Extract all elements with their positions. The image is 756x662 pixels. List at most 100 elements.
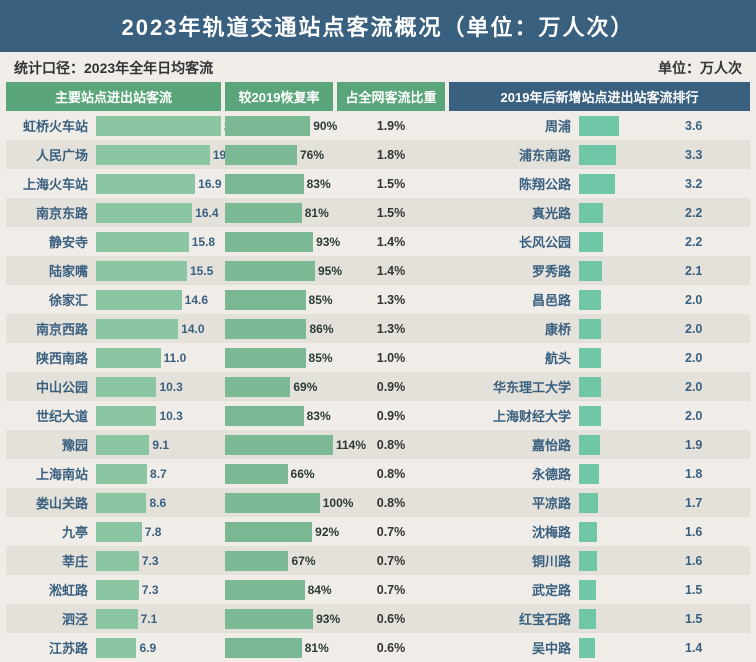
new-station-name: 航头 xyxy=(449,348,579,367)
new-flow-value: 1.6 xyxy=(679,525,729,539)
share-value: 1.0% xyxy=(337,351,445,365)
flow-value: 6.9 xyxy=(136,638,156,658)
recovery-bar: 92% xyxy=(225,522,333,542)
new-flow-value: 2.0 xyxy=(679,351,729,365)
new-station-name: 罗秀路 xyxy=(449,261,579,280)
station-name: 中山公园 xyxy=(6,377,96,396)
flow-bar: 7.1 xyxy=(96,609,221,629)
recovery-value: 69% xyxy=(290,377,317,397)
recovery-value: 83% xyxy=(304,174,331,194)
flow-bar: 16.9 xyxy=(96,174,221,194)
share-value: 0.7% xyxy=(337,525,445,539)
new-flow-bar xyxy=(579,609,679,629)
flow-value: 16.4 xyxy=(192,203,218,223)
station-name: 陕西南路 xyxy=(6,348,96,367)
new-station-name: 武定路 xyxy=(449,580,579,599)
new-flow-bar xyxy=(579,464,679,484)
flow-bar: 6.9 xyxy=(96,638,221,658)
share-value: 1.4% xyxy=(337,264,445,278)
new-station-name: 长风公园 xyxy=(449,232,579,251)
recovery-value: 81% xyxy=(302,203,329,223)
share-value: 1.3% xyxy=(337,293,445,307)
new-flow-value: 2.2 xyxy=(679,206,729,220)
recovery-value: 81% xyxy=(302,638,329,658)
recovery-value: 66% xyxy=(288,464,315,484)
new-flow-value: 2.0 xyxy=(679,293,729,307)
table-row: 九亭7.892%0.7%沈梅路1.6 xyxy=(6,517,750,546)
new-flow-bar xyxy=(579,551,679,571)
new-flow-bar xyxy=(579,348,679,368)
new-station-name: 铜川路 xyxy=(449,551,579,570)
flow-value: 10.3 xyxy=(156,377,182,397)
station-name: 人民广场 xyxy=(6,145,96,164)
share-value: 1.5% xyxy=(337,206,445,220)
station-name: 静安寺 xyxy=(6,232,96,251)
new-flow-bar xyxy=(579,522,679,542)
flow-bar: 8.6 xyxy=(96,493,221,513)
recovery-bar: 86% xyxy=(225,319,333,339)
recovery-bar: 83% xyxy=(225,174,333,194)
new-station-name: 陈翔公路 xyxy=(449,174,579,193)
rows-container: 虹桥火车站21.390%1.9%周浦3.6人民广场19.476%1.8%浦东南路… xyxy=(6,111,750,662)
station-name: 世纪大道 xyxy=(6,406,96,425)
table-row: 陕西南路11.085% 1.0% 航头 2.0 xyxy=(6,343,750,372)
flow-value: 14.6 xyxy=(182,290,208,310)
subheader: 统计口径：2023年全年日均客流 单位：万人次 xyxy=(0,52,756,82)
new-flow-value: 1.8 xyxy=(679,467,729,481)
recovery-value: 67% xyxy=(288,551,315,571)
flow-bar: 15.5 xyxy=(96,261,221,281)
new-station-name: 真光路 xyxy=(449,203,579,222)
flow-bar: 11.0 xyxy=(96,348,221,368)
new-flow-value: 3.2 xyxy=(679,177,729,191)
recovery-value: 84% xyxy=(305,580,332,600)
table-row: 陆家嘴15.595%1.4%罗秀路2.1 xyxy=(6,256,750,285)
hdr-new-stations: 2019年后新增站点进出站客流排行 xyxy=(449,82,750,111)
share-value: 1.4% xyxy=(337,235,445,249)
new-flow-bar xyxy=(579,493,679,513)
new-flow-bar xyxy=(579,377,679,397)
recovery-bar: 85% xyxy=(225,348,333,368)
new-flow-bar xyxy=(579,203,679,223)
flow-value: 8.7 xyxy=(147,464,167,484)
flow-value: 14.0 xyxy=(178,319,204,339)
new-station-name: 华东理工大学 xyxy=(449,377,579,396)
share-value: 1.5% xyxy=(337,177,445,191)
station-name: 南京东路 xyxy=(6,203,96,222)
flow-bar: 16.4 xyxy=(96,203,221,223)
new-flow-value: 1.6 xyxy=(679,554,729,568)
flow-bar: 7.8 xyxy=(96,522,221,542)
recovery-bar: 93% xyxy=(225,609,333,629)
new-flow-bar xyxy=(579,145,679,165)
recovery-value: 92% xyxy=(312,522,339,542)
new-station-name: 永德路 xyxy=(449,464,579,483)
station-name: 上海南站 xyxy=(6,464,96,483)
new-station-name: 吴中路 xyxy=(449,638,579,657)
new-flow-bar xyxy=(579,406,679,426)
table: 主要站点进出站客流 较2019恢复率 占全网客流比重 2019年后新增站点进出站… xyxy=(0,82,756,662)
recovery-bar: 76% xyxy=(225,145,333,165)
new-flow-value: 1.9 xyxy=(679,438,729,452)
flow-value: 7.8 xyxy=(142,522,162,542)
recovery-bar: 69% xyxy=(225,377,333,397)
table-row: 南京西路14.086%1.3%康桥2.0 xyxy=(6,314,750,343)
station-name: 虹桥火车站 xyxy=(6,116,96,135)
recovery-bar: 93% xyxy=(225,232,333,252)
table-row: 娄山关路8.6100%0.8%平凉路1.7 xyxy=(6,488,750,517)
new-station-name: 上海财经大学 xyxy=(449,406,579,425)
new-station-name: 红宝石路 xyxy=(449,609,579,628)
share-value: 0.9% xyxy=(337,380,445,394)
table-row: 静安寺15.893%1.4%长风公园2.2 xyxy=(6,227,750,256)
new-flow-value: 3.6 xyxy=(679,119,729,133)
recovery-bar: 85% xyxy=(225,290,333,310)
station-name: 南京西路 xyxy=(6,319,96,338)
recovery-value: 76% xyxy=(297,145,324,165)
flow-value: 15.5 xyxy=(187,261,213,281)
flow-value: 16.9 xyxy=(195,174,221,194)
station-name: 徐家汇 xyxy=(6,290,96,309)
new-station-name: 嘉怡路 xyxy=(449,435,579,454)
recovery-value: 93% xyxy=(313,232,340,252)
flow-value: 10.3 xyxy=(156,406,182,426)
recovery-bar: 81% xyxy=(225,203,333,223)
recovery-value: 93% xyxy=(313,609,340,629)
table-row: 上海南站8.766%0.8%永德路1.8 xyxy=(6,459,750,488)
